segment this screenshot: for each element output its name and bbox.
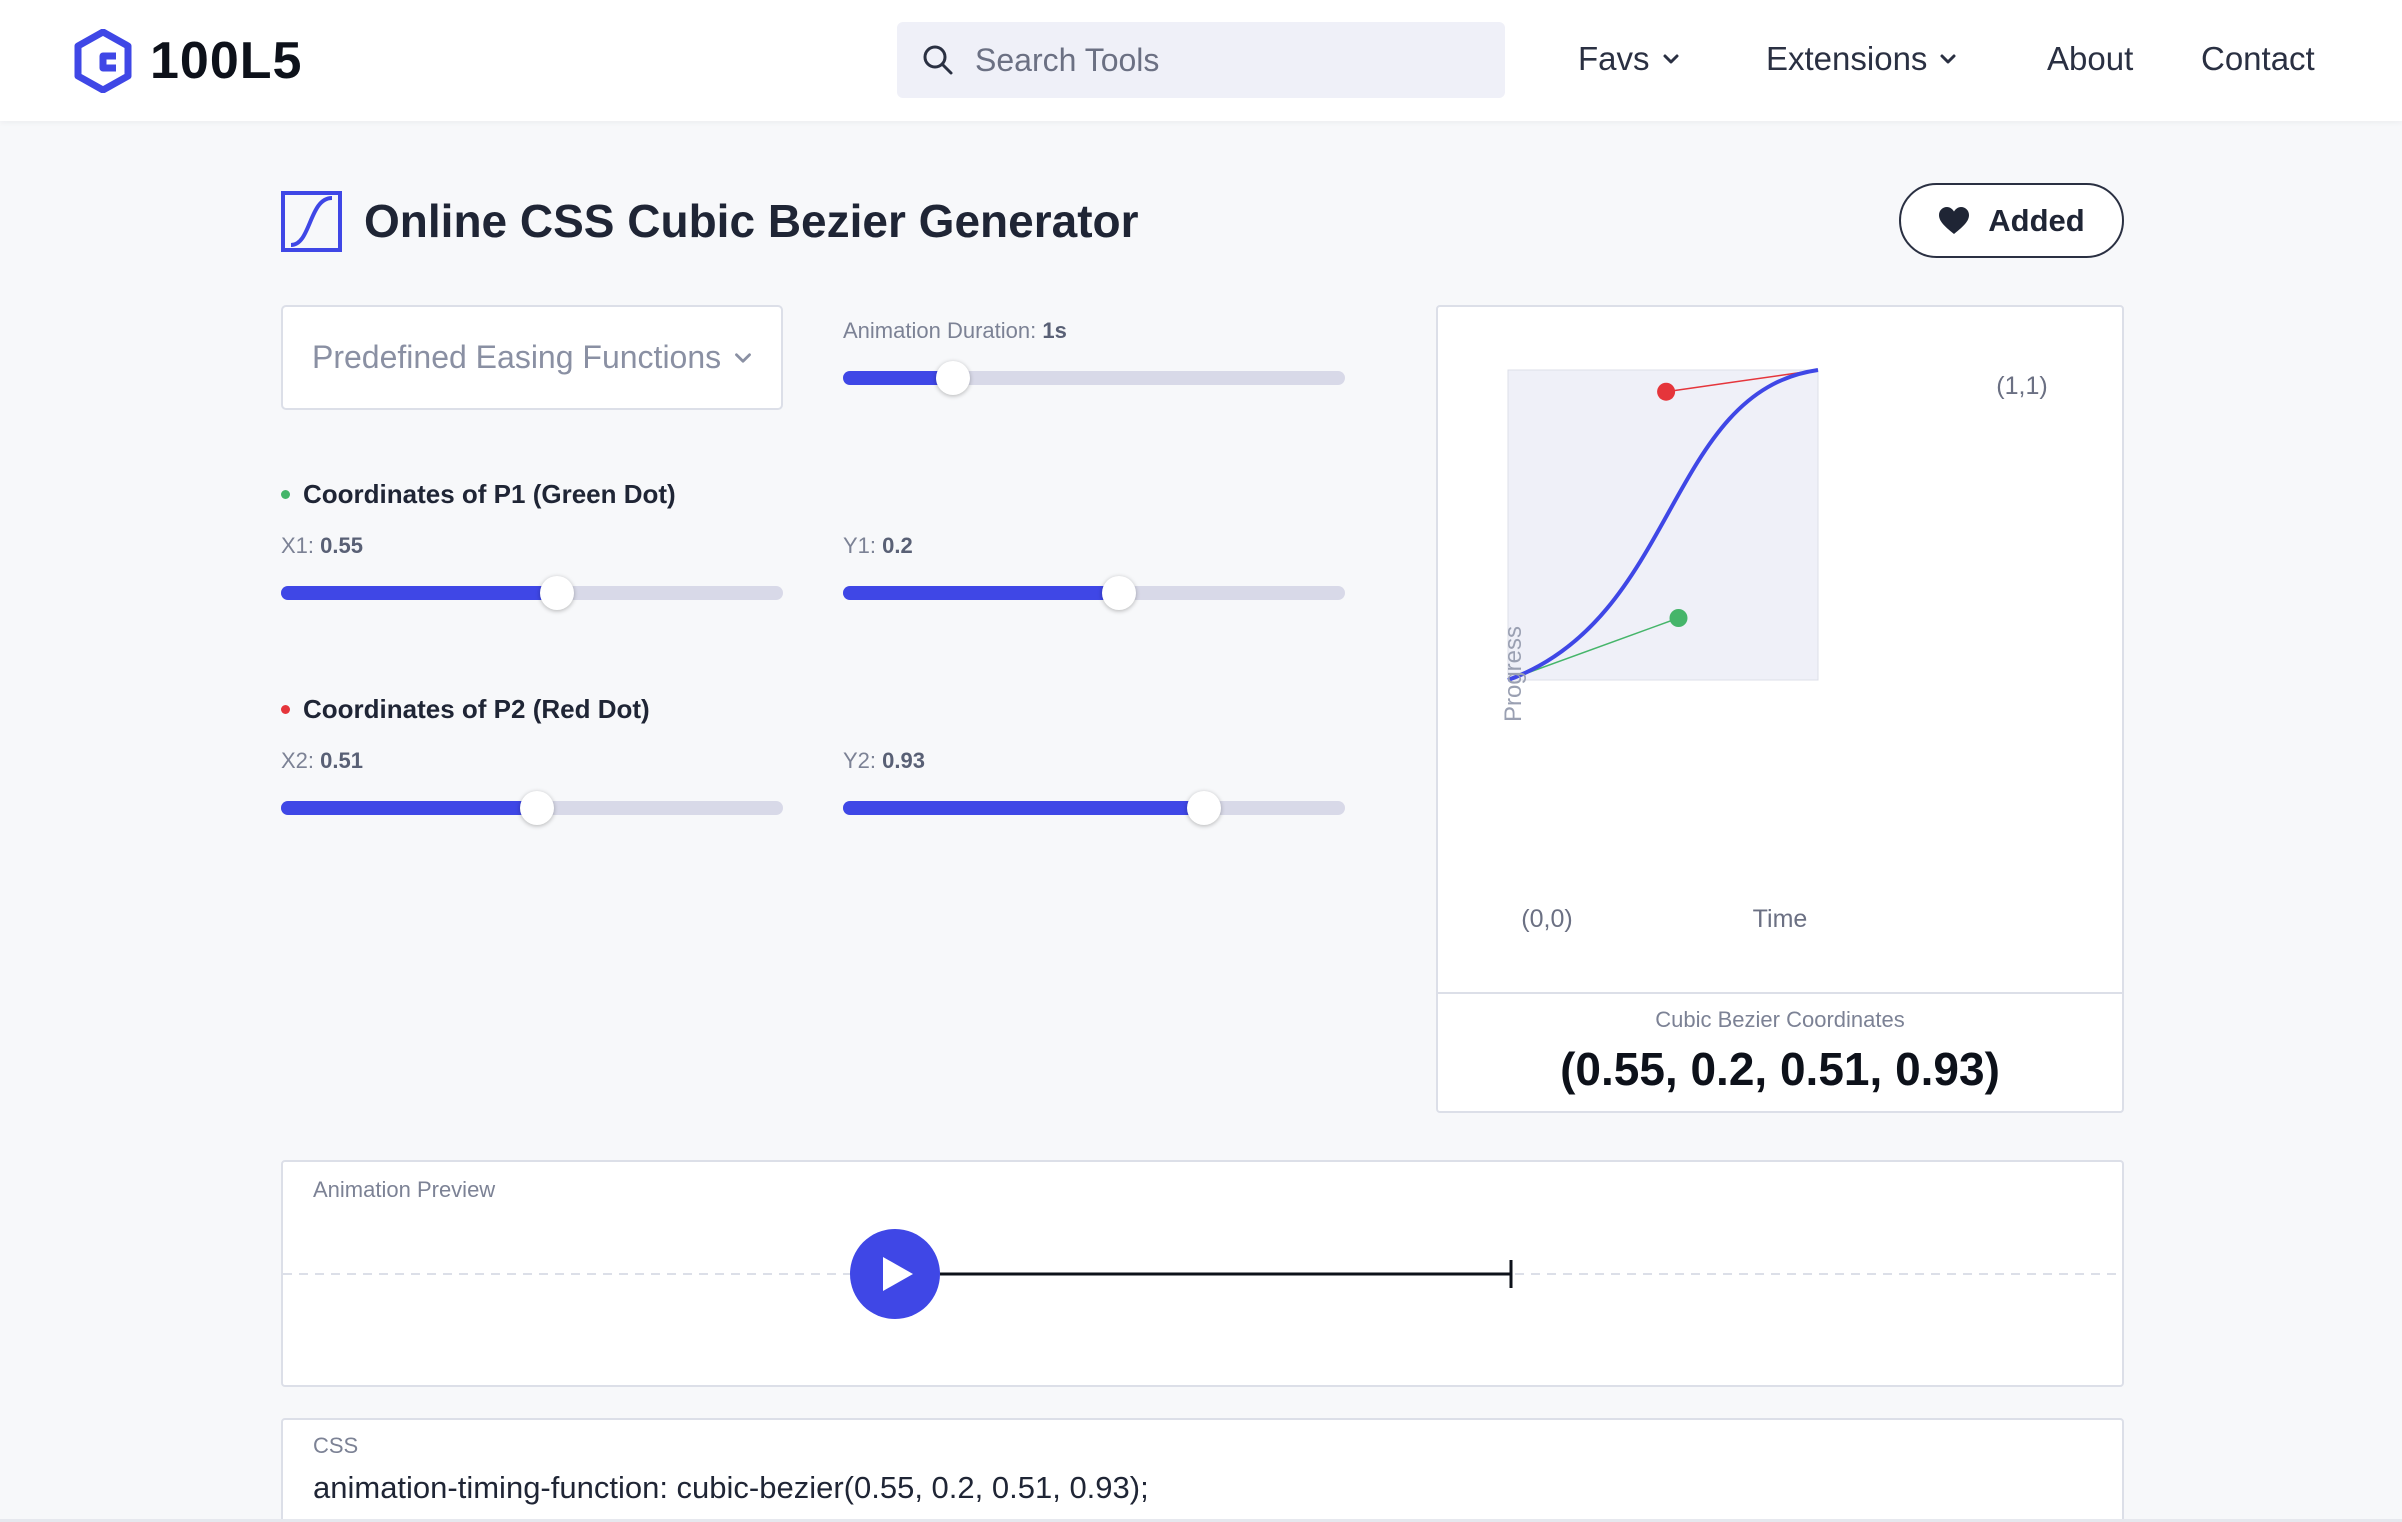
nav-contact-label: Contact [2201, 40, 2315, 77]
duration-slider[interactable] [843, 361, 1345, 395]
search-input[interactable] [975, 41, 1455, 79]
slider-thumb[interactable] [520, 791, 555, 825]
top-navigation-bar: 100L5 Favs Extensions About Contact [0, 0, 2402, 121]
x1-label-text: X1: [281, 533, 315, 558]
slider-thumb[interactable] [1187, 791, 1222, 825]
search-icon [923, 45, 953, 75]
divider [1438, 992, 2122, 994]
nav-contact[interactable]: Contact [2201, 40, 2315, 78]
nav-about[interactable]: About [2047, 40, 2133, 78]
green-dot-icon [281, 490, 290, 499]
p1-heading: Coordinates of P1 (Green Dot) [281, 479, 676, 510]
p1-control-point[interactable] [1669, 609, 1688, 627]
nav-favs-label: Favs [1578, 40, 1650, 77]
red-dot-icon [281, 705, 290, 714]
css-code[interactable]: animation-timing-function: cubic-bezier(… [313, 1470, 1149, 1505]
slider-fill [843, 801, 1205, 815]
page-title: Online CSS Cubic Bezier Generator [364, 195, 1139, 247]
y1-slider[interactable] [843, 576, 1345, 610]
y-axis-label: Progress [1500, 626, 1527, 722]
slider-fill [843, 371, 954, 385]
y2-label: Y2: 0.93 [843, 748, 925, 774]
predefined-easing-select[interactable]: Predefined Easing Functions [281, 305, 783, 410]
preview-track [283, 1260, 2122, 1288]
p2-control-point[interactable] [1657, 382, 1676, 401]
slider-thumb[interactable] [540, 576, 575, 610]
y2-label-text: Y2: [843, 748, 877, 773]
end-label: (1,1) [1996, 372, 2047, 400]
y1-value: 0.2 [882, 533, 913, 558]
page-bottom-edge [0, 1519, 2402, 1522]
nav-extensions-label: Extensions [1766, 40, 1928, 77]
chevron-down-icon [1940, 54, 1956, 64]
slider-fill [281, 586, 558, 600]
bezier-chart-card: (0,0) (1,1) Time Progress Cubic Bezier C… [1436, 305, 2124, 1113]
play-icon [883, 1257, 913, 1291]
x2-label-text: X2: [281, 748, 315, 773]
p1-heading-text: Coordinates of P1 (Green Dot) [303, 479, 676, 509]
coordinates-label: Cubic Bezier Coordinates [1655, 1007, 1905, 1032]
duration-value: 1s [1042, 318, 1067, 343]
duration-label: Animation Duration: 1s [843, 318, 1067, 344]
p1-handle-line [1507, 617, 1679, 681]
slider-thumb[interactable] [936, 361, 971, 395]
favorite-added-button[interactable]: Added [1899, 183, 2124, 258]
favorite-button-label: Added [1988, 202, 2085, 238]
nav-favs[interactable]: Favs [1578, 40, 1682, 78]
slider-thumb[interactable] [1102, 576, 1137, 610]
slider-fill [281, 801, 538, 815]
css-label: CSS [313, 1433, 359, 1458]
search-box[interactable] [897, 22, 1505, 98]
chevron-down-icon [735, 352, 751, 363]
easing-select-placeholder: Predefined Easing Functions [312, 339, 722, 375]
p2-handle-line [1665, 369, 1819, 393]
css-output-card: CSS animation-timing-function: cubic-bez… [281, 1418, 2124, 1522]
y2-value: 0.93 [882, 748, 925, 773]
logo-text: 100L5 [150, 32, 303, 90]
animation-preview-card: Animation Preview [281, 1160, 2124, 1387]
y1-label-text: Y1: [843, 533, 877, 558]
animation-preview-label: Animation Preview [313, 1177, 496, 1202]
bezier-curve-chart: (0,0) (1,1) Time Progress [1500, 368, 2048, 933]
duration-label-text: Animation Duration: [843, 318, 1037, 343]
coordinates-value: (0.55, 0.2, 0.51, 0.93) [1560, 1043, 2000, 1095]
y2-slider[interactable] [843, 791, 1345, 825]
y1-label: Y1: 0.2 [843, 533, 913, 559]
x2-label: X2: 0.51 [281, 748, 363, 774]
play-button[interactable] [850, 1229, 940, 1319]
origin-label: (0,0) [1521, 905, 1572, 933]
nav-about-label: About [2047, 40, 2134, 77]
x2-slider[interactable] [281, 791, 783, 825]
x2-value: 0.51 [320, 748, 363, 773]
site-logo[interactable]: 100L5 [74, 29, 302, 93]
bezier-curve-icon [281, 191, 342, 252]
x1-value: 0.55 [320, 533, 363, 558]
chevron-down-icon [1663, 54, 1679, 64]
nav-extensions[interactable]: Extensions [1766, 40, 1959, 78]
heart-icon [1939, 206, 1970, 234]
x1-label: X1: 0.55 [281, 533, 363, 559]
x-axis-label: Time [1753, 905, 1808, 933]
p2-heading: Coordinates of P2 (Red Dot) [281, 694, 650, 725]
slider-fill [843, 586, 1120, 600]
bezier-curve [1507, 368, 1819, 682]
x1-slider[interactable] [281, 576, 783, 610]
hexagon-logo-icon [74, 29, 132, 93]
p2-heading-text: Coordinates of P2 (Red Dot) [303, 694, 650, 724]
